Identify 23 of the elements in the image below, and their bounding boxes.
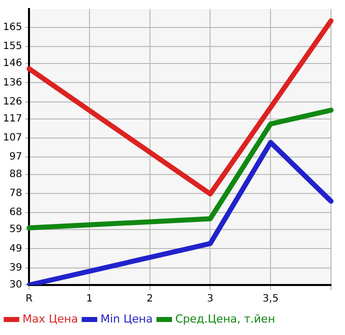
y-tick-label: 107 xyxy=(2,132,22,144)
legend-label: Сред.Цена, т.йен xyxy=(175,312,276,326)
y-tick-label: 165 xyxy=(2,22,22,33)
y-tick-label: 78 xyxy=(9,188,22,199)
y-tick-label: 39 xyxy=(9,262,22,274)
x-tick-label: 1 xyxy=(86,294,93,305)
x-tick-label: 3,5 xyxy=(262,294,279,305)
y-tick-label: 49 xyxy=(9,243,22,254)
legend-label: Max Цена xyxy=(22,312,78,326)
y-tick-label: 30 xyxy=(9,280,22,291)
y-tick-label: 59 xyxy=(9,224,22,236)
x-tick-label: 2 xyxy=(146,294,154,305)
y-tick-label: 155 xyxy=(2,41,22,52)
y-tick-label: 97 xyxy=(9,152,22,163)
x-tick-label: R xyxy=(26,294,33,305)
y-tick-label: 68 xyxy=(9,207,22,218)
legend-label: Min Цена xyxy=(100,312,153,326)
y-tick-label: 88 xyxy=(9,168,22,180)
y-tick-label: 136 xyxy=(2,77,22,88)
y-tick-label: 126 xyxy=(2,96,22,108)
x-tick-label: 3 xyxy=(207,294,214,305)
y-tick-label: 146 xyxy=(2,58,22,70)
y-tick-label: 117 xyxy=(2,114,22,125)
